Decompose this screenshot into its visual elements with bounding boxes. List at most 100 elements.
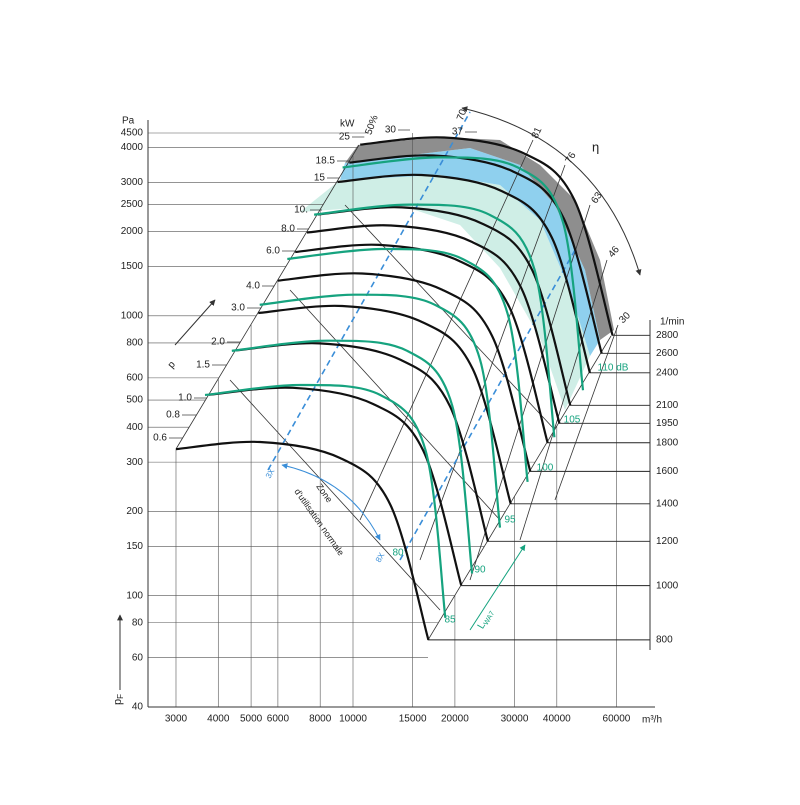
y-tick-label: 200 [126,506,143,517]
power-label: 1.0 [178,393,192,404]
x-tick-label: 40000 [543,714,571,725]
curve [342,156,585,391]
y2-tick-label: 1600 [656,466,679,477]
power-label: 8.0 [281,224,295,235]
x-tick-label: 6000 [267,714,290,725]
y-unit: Pa [122,116,135,127]
curve [337,173,591,373]
sound-label: 85 [444,615,456,626]
y-tick-label: 4000 [121,142,144,153]
x-tick-label: 60000 [603,714,631,725]
sound-label: 80 [392,548,404,559]
y2-tick-label: 1000 [656,580,679,591]
y2-tick-label: 1400 [656,498,679,509]
curve [259,293,502,528]
dashed-label: 8X [374,551,387,565]
curve [204,383,447,618]
sound-symbol-main: L [475,620,488,631]
sound-symbol: LWA7 [475,607,496,631]
x-tick-label: 4000 [207,714,230,725]
sound-label: 90 [474,565,486,576]
curve [349,154,603,354]
power-label: 15 [314,173,326,184]
power-label: 2.0 [211,337,225,348]
y-tick-label: 150 [126,541,143,552]
p-arrow [174,299,216,346]
power-unit: kW [340,119,355,130]
power-label: 3.0 [231,303,245,314]
curve [277,272,532,472]
dashed-label: 3X [264,467,277,481]
pressure-symbol-sub: F [116,694,125,699]
power-label: 6.0 [266,246,280,257]
sound-label: 110 dB [598,363,629,374]
y2-tick-label: 1200 [656,536,679,547]
sound-arrow [469,544,526,631]
y-tick-label: 80 [132,617,144,628]
power-label: 10. [294,205,308,216]
x-tick-label: 5000 [240,714,263,725]
y-tick-label: 3000 [121,177,144,188]
y-tick-label: 1500 [121,261,144,272]
x-unit: m³/h [642,715,662,726]
efficiency-label: 81 [530,125,545,140]
y2-tick-label: 2600 [656,348,679,359]
y-tick-label: 2000 [121,226,144,237]
x-tick-label: 8000 [309,714,332,725]
dashed-line [267,111,471,471]
power-label: 18.5 [316,156,336,167]
efficiency-label: 46 [606,244,622,260]
y-tick-label: 100 [126,590,143,601]
curve [306,224,561,424]
efficiency-label: 76 [564,150,579,166]
power-label: 0.8 [166,410,180,421]
curve [208,386,463,586]
lattice-line [554,324,619,501]
y2-tick-label: 1800 [656,437,679,448]
power-label: 30 [385,125,397,136]
zone-label: d'utilisation normale [292,487,346,558]
efficiency-label: 50% [364,114,381,137]
lattice-line [175,144,360,450]
eta-symbol: η [592,139,599,154]
curve [295,243,549,443]
y-tick-label: 500 [126,395,143,406]
sound-label: 105 [564,415,581,426]
x-tick-label: 15000 [399,714,427,725]
y-tick-label: 2500 [121,199,144,210]
sound-label: 95 [504,515,516,526]
curve [313,203,556,438]
y2-tick-label: 2400 [656,367,679,378]
y-tick-label: 1000 [121,310,144,321]
sound-label: 100 [537,463,554,474]
curve [175,440,430,641]
sound-symbol-sub: WA7 [483,610,497,627]
pressure-symbol-main: p [112,699,124,705]
y2-unit: 1/min [660,317,684,328]
power-label: 4.0 [246,281,260,292]
eta-arrow [461,106,642,276]
pressure-symbol: pF [112,694,125,705]
y2-tick-label: 800 [656,635,673,646]
y-tick-label: 40 [132,702,144,713]
y-tick-label: 60 [132,652,144,663]
p-arrow-label: p [166,359,178,371]
y-tick-label: 300 [126,457,143,468]
lattice-line [519,259,608,541]
y2-tick-label: 2800 [656,330,679,341]
y-tick-label: 4500 [121,128,144,139]
y2-tick-label: 1950 [656,418,679,429]
y-tick-label: 400 [126,422,143,433]
power-label: 1.5 [196,360,210,371]
x-tick-label: 30000 [501,714,529,725]
y-tick-label: 600 [126,373,143,384]
efficiency-label: 63 [589,190,605,206]
y2-tick-label: 2100 [656,400,679,411]
curve [231,339,474,574]
lattice-line [289,289,501,521]
x-tick-label: 20000 [441,714,469,725]
power-label: 0.6 [153,433,167,444]
curve [360,136,614,336]
zone-arrow [281,463,381,541]
